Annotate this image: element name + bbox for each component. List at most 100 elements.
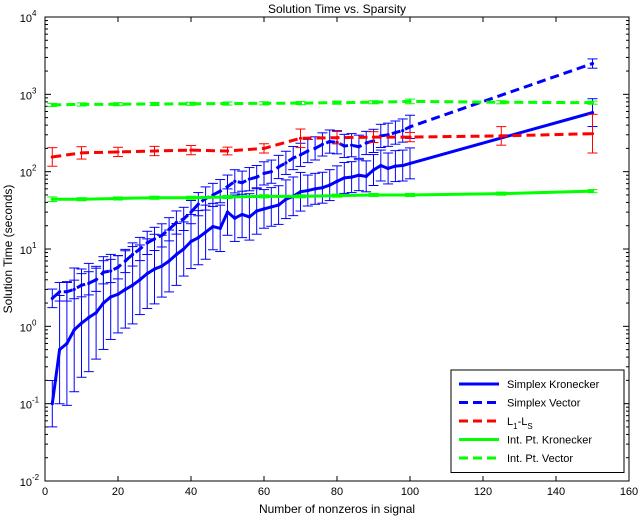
data-point [320, 186, 324, 190]
data-point [174, 220, 178, 225]
data-point [393, 164, 397, 168]
data-point [79, 102, 84, 107]
data-point [87, 281, 91, 285]
data-point [182, 217, 186, 221]
data-point [401, 128, 405, 133]
x-axis-label: Number of nonzeros in signal [259, 502, 415, 516]
data-point [371, 135, 376, 139]
data-point [350, 143, 354, 147]
data-point [94, 311, 98, 315]
legend-label: Int. Pt. Vector [507, 453, 573, 465]
data-point [225, 185, 230, 189]
data-point [182, 247, 186, 251]
data-point [196, 236, 200, 240]
data-point [291, 156, 295, 160]
data-point [152, 196, 157, 200]
data-point [131, 252, 135, 257]
series-layer [47, 58, 598, 428]
data-point [298, 190, 303, 194]
data-point [50, 103, 54, 107]
data-point [255, 175, 259, 179]
data-point [152, 149, 157, 153]
data-point [364, 141, 368, 145]
data-point [335, 136, 339, 140]
data-point [87, 315, 91, 320]
y-tick-label-base: 10 [20, 168, 32, 180]
data-point [262, 171, 266, 175]
series-int-pt-kronecker [47, 189, 598, 203]
data-point [109, 295, 113, 299]
data-point [298, 136, 303, 140]
data-point [590, 132, 595, 136]
y-tick-label-base: 10 [20, 400, 32, 412]
data-point [386, 133, 390, 137]
data-point [313, 187, 317, 191]
data-point [357, 173, 361, 177]
data-point [590, 61, 595, 66]
data-point [189, 210, 193, 214]
data-point [160, 264, 164, 268]
x-tick-label: 20 [112, 486, 124, 498]
data-point [233, 216, 237, 220]
data-point [174, 252, 178, 257]
x-axis-ticks: 0 20 40 60 80 100 120 140 160 [42, 17, 638, 498]
y-tick-label-exponent: 2 [32, 164, 37, 173]
data-point [313, 146, 317, 150]
legend-label-part: -L [518, 416, 528, 428]
data-point [196, 202, 200, 206]
data-point [225, 149, 230, 153]
y-tick-label-exponent: 4 [32, 9, 37, 18]
data-point [116, 150, 120, 154]
y-tick-label-exponent: -1 [32, 396, 40, 405]
data-point [65, 290, 69, 294]
data-point [116, 196, 120, 201]
y-tick-label-base: 10 [20, 322, 32, 334]
data-point [408, 125, 412, 129]
x-tick-label: 100 [401, 486, 419, 498]
data-point [408, 161, 412, 165]
data-point [225, 210, 230, 214]
data-point [408, 99, 412, 104]
data-point [116, 292, 120, 296]
data-point [109, 269, 113, 273]
data-point [204, 230, 208, 234]
data-point [364, 174, 368, 178]
data-point [189, 102, 193, 106]
data-point [72, 328, 76, 332]
x-tick-label: 0 [42, 486, 48, 498]
data-point [58, 290, 62, 294]
data-point [262, 101, 266, 105]
data-point [189, 239, 193, 244]
data-point [145, 241, 149, 245]
legend-label: Simplex Vector [507, 398, 581, 410]
data-point [225, 101, 230, 106]
data-point [167, 259, 171, 263]
data-point [335, 179, 339, 183]
y-axis-label: Solution Time (seconds) [1, 185, 15, 314]
legend-label: L1-LS [507, 416, 533, 431]
data-point [79, 283, 84, 287]
data-point [79, 151, 84, 155]
data-point [335, 194, 339, 198]
data-point [247, 215, 251, 219]
data-point [284, 161, 288, 165]
data-point [357, 145, 361, 149]
data-point [386, 166, 390, 171]
y-tick-label-exponent: 1 [32, 241, 37, 250]
data-point [152, 267, 157, 271]
data-point [408, 193, 412, 197]
data-point [335, 101, 339, 105]
data-point [116, 102, 120, 106]
data-point [123, 287, 127, 292]
data-point [138, 247, 142, 251]
x-tick-label: 40 [185, 486, 197, 498]
data-point [50, 402, 54, 406]
y-tick-label-base: 10 [20, 245, 32, 257]
legend-label-part: 1 [513, 422, 518, 431]
data-point [65, 341, 69, 346]
data-point [72, 287, 76, 292]
data-point [160, 233, 164, 237]
data-point [499, 134, 503, 138]
legend: Simplex Kronecker Simplex Vector L1-LS Int.… [450, 369, 625, 473]
